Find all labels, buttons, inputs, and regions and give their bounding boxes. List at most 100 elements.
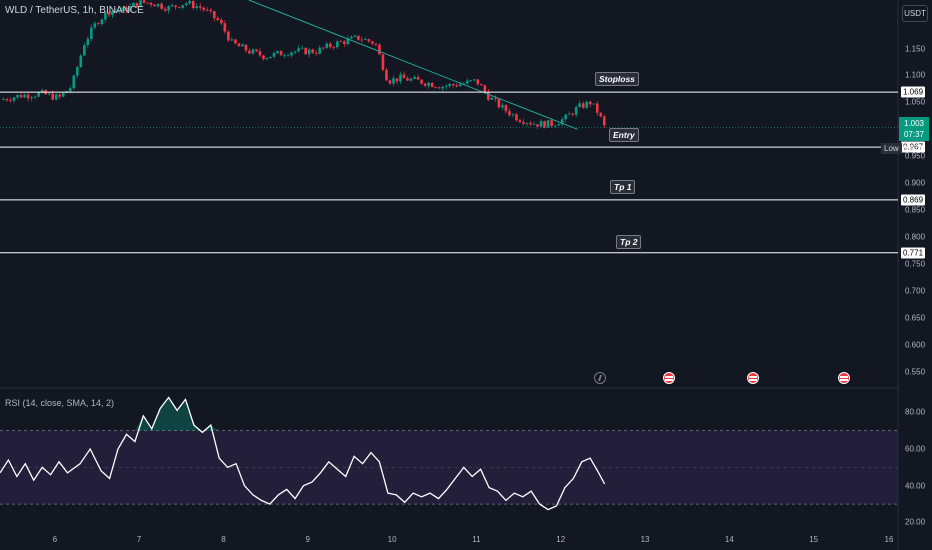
candle-body bbox=[455, 85, 459, 87]
flag-icon[interactable] bbox=[663, 372, 675, 384]
candle-body bbox=[19, 94, 23, 98]
candle-body bbox=[581, 103, 585, 108]
candle-body bbox=[153, 4, 156, 7]
candle-body bbox=[276, 51, 279, 53]
candle-body bbox=[318, 47, 322, 54]
candle-body bbox=[374, 43, 378, 45]
candle-body bbox=[195, 6, 199, 9]
candle-body bbox=[202, 7, 206, 10]
candle-body bbox=[434, 87, 437, 88]
candle-body bbox=[487, 91, 490, 100]
flag-icon[interactable] bbox=[747, 372, 759, 384]
candle-body bbox=[184, 3, 188, 6]
flag-icon[interactable] bbox=[838, 372, 850, 384]
candle-body bbox=[462, 83, 466, 85]
entry-price-box: 0.967 bbox=[901, 141, 926, 153]
currency-button[interactable]: USDT bbox=[902, 5, 928, 22]
candle-body bbox=[5, 99, 9, 101]
candle-body bbox=[198, 6, 202, 8]
candle-body bbox=[174, 5, 177, 7]
rsi-overbought-fill bbox=[134, 397, 220, 431]
rsi-title[interactable]: RSI (14, close, SMA, 14, 2) bbox=[5, 398, 115, 408]
candle-body bbox=[357, 35, 360, 40]
price-tick-label: 0.850 bbox=[905, 205, 926, 215]
candle-body bbox=[93, 23, 97, 28]
candle-body bbox=[571, 113, 574, 115]
candle-body bbox=[546, 120, 550, 128]
price-tick-label: 1.050 bbox=[905, 97, 926, 107]
candle-body bbox=[58, 94, 62, 97]
price-tick-label: 1.100 bbox=[905, 70, 926, 80]
candle-body bbox=[560, 119, 564, 125]
candle-body bbox=[592, 103, 596, 105]
candle-body bbox=[61, 92, 65, 97]
candle-body bbox=[54, 94, 58, 100]
candle-body bbox=[536, 124, 539, 127]
candle-body bbox=[367, 39, 371, 42]
price-tick-label: 0.700 bbox=[905, 286, 926, 296]
candle-body bbox=[300, 47, 304, 49]
price-tick-label: 0.750 bbox=[905, 259, 926, 269]
tp2-label[interactable]: Tp 2 bbox=[616, 235, 642, 249]
candle-body bbox=[68, 88, 72, 92]
candle-body bbox=[132, 2, 135, 6]
candle-body bbox=[480, 84, 483, 86]
candle-body bbox=[476, 79, 480, 85]
candle-body bbox=[539, 121, 543, 127]
candle-body bbox=[325, 43, 329, 48]
candle-body bbox=[234, 39, 237, 44]
candle-body bbox=[121, 7, 125, 12]
candle-body bbox=[441, 86, 444, 89]
candle-body bbox=[139, 0, 142, 7]
level-lines bbox=[0, 91, 898, 254]
candle-body bbox=[104, 12, 107, 20]
candle-body bbox=[209, 9, 213, 12]
candle-body bbox=[543, 121, 546, 128]
candle-body bbox=[420, 79, 423, 84]
symbol-title[interactable]: WLD / TetherUS, 1h, BINANCE bbox=[5, 5, 144, 16]
candle-body bbox=[107, 12, 111, 16]
rsi-tick-label: 20.00 bbox=[905, 517, 926, 527]
price-tick-label: 0.550 bbox=[905, 367, 926, 377]
candle-body bbox=[181, 5, 184, 8]
candle-body bbox=[522, 122, 525, 124]
candle-body bbox=[314, 52, 318, 54]
trendline[interactable] bbox=[248, 0, 578, 130]
candle-body bbox=[160, 3, 163, 9]
candle-body bbox=[602, 116, 606, 126]
candle-body bbox=[118, 11, 121, 12]
candle-body bbox=[599, 112, 603, 117]
tp1-label[interactable]: Tp 1 bbox=[610, 180, 636, 194]
tp1-price-box: 0.869 bbox=[901, 194, 926, 206]
candle-body bbox=[557, 124, 560, 126]
candle-body bbox=[72, 75, 76, 89]
flash-icon[interactable] bbox=[594, 372, 606, 384]
time-tick-label: 11 bbox=[472, 535, 481, 544]
candle-body bbox=[146, 2, 149, 4]
candle-body bbox=[170, 5, 174, 7]
candle-body bbox=[241, 44, 244, 47]
candle-body bbox=[272, 52, 276, 57]
current-price-value: 1.003 bbox=[903, 119, 925, 128]
candle-body bbox=[550, 120, 553, 127]
candle-body bbox=[75, 67, 79, 76]
price-tick-label: 0.950 bbox=[905, 151, 926, 161]
candle-body bbox=[574, 107, 578, 115]
candle-body bbox=[213, 11, 216, 19]
entry-label[interactable]: Entry bbox=[609, 128, 639, 142]
time-tick-label: 12 bbox=[556, 535, 566, 544]
candle-body bbox=[350, 36, 353, 39]
candle-body bbox=[595, 103, 599, 113]
candle-body bbox=[353, 35, 357, 37]
candle-body bbox=[156, 3, 160, 7]
candle-body bbox=[504, 105, 508, 112]
candle-body bbox=[430, 82, 434, 88]
candle-body bbox=[409, 78, 413, 81]
stoploss-label[interactable]: Stoploss bbox=[595, 72, 639, 86]
candle-body bbox=[230, 39, 234, 41]
candle-body bbox=[83, 45, 86, 56]
candle-body bbox=[269, 56, 272, 59]
candle-body bbox=[360, 39, 364, 41]
candle-body bbox=[332, 47, 336, 48]
